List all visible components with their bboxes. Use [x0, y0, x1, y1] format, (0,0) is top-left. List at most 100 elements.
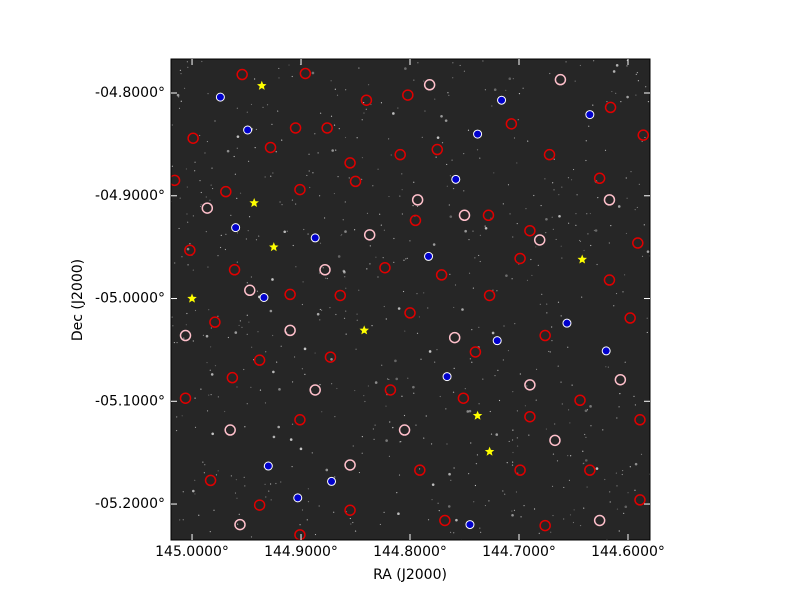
background-star: [476, 149, 479, 151]
background-star: [220, 234, 222, 237]
background-star: [474, 484, 477, 487]
background-star: [187, 66, 189, 68]
background-star: [517, 472, 519, 474]
dot-marker: [442, 372, 452, 382]
background-star: [560, 381, 562, 383]
background-star: [246, 111, 248, 113]
background-star: [236, 386, 238, 388]
circle-marker: [253, 499, 266, 511]
background-star: [370, 103, 372, 106]
circle-marker: [448, 331, 461, 344]
background-star: [333, 192, 335, 195]
background-star: [278, 77, 280, 79]
background-star: [446, 185, 448, 187]
background-star: [552, 514, 554, 517]
background-star: [175, 429, 178, 432]
background-star: [201, 60, 203, 63]
background-star: [449, 215, 453, 218]
background-star: [517, 119, 519, 121]
dot-marker: [215, 92, 225, 102]
background-star: [436, 136, 440, 139]
circle-marker: [228, 264, 241, 276]
background-star: [291, 466, 293, 468]
circle-marker: [204, 474, 217, 487]
background-star: [205, 334, 209, 338]
background-star: [250, 386, 252, 388]
background-star: [361, 436, 363, 438]
circle-marker: [637, 129, 649, 141]
background-star: [595, 467, 599, 470]
x-tick-label: 144.6000°: [591, 544, 665, 560]
background-star: [519, 373, 521, 375]
background-star: [586, 213, 588, 215]
background-star: [626, 197, 628, 199]
background-star: [385, 439, 388, 442]
background-star: [575, 213, 577, 215]
background-star: [571, 384, 573, 386]
background-star: [265, 351, 267, 353]
background-star: [262, 106, 264, 109]
background-star: [505, 89, 507, 91]
background-star: [324, 277, 327, 279]
background-star: [239, 320, 241, 322]
background-star: [645, 86, 647, 88]
background-star: [208, 394, 210, 396]
background-star: [401, 189, 403, 191]
background-star: [259, 389, 262, 391]
background-star: [434, 98, 436, 100]
background-star: [602, 429, 604, 431]
background-star: [634, 404, 636, 406]
background-star: [198, 514, 200, 516]
background-star: [217, 255, 219, 257]
background-star: [181, 415, 183, 417]
background-star: [225, 233, 227, 235]
background-star: [344, 230, 347, 233]
background-star: [509, 213, 511, 215]
dot-marker: [601, 346, 611, 356]
background-star: [275, 482, 277, 485]
background-star: [319, 195, 321, 197]
background-star: [286, 230, 288, 232]
background-star: [363, 112, 365, 114]
background-star: [238, 324, 240, 327]
background-star: [592, 104, 594, 106]
background-star: [572, 168, 575, 171]
background-star: [185, 168, 188, 170]
background-star: [272, 172, 274, 174]
background-star: [498, 399, 501, 402]
background-star: [270, 175, 272, 177]
background-star: [472, 230, 474, 232]
background-star: [341, 233, 343, 236]
background-star: [489, 410, 491, 413]
circle-marker: [624, 312, 636, 324]
background-star: [207, 93, 209, 95]
background-star: [182, 491, 184, 493]
background-star: [611, 90, 613, 93]
background-star: [219, 246, 222, 249]
background-star: [394, 359, 397, 363]
background-star: [609, 491, 611, 493]
background-star: [427, 519, 430, 521]
background-star: [291, 75, 293, 78]
background-star: [226, 149, 230, 153]
y-tick-label: -05.1000°: [95, 393, 165, 409]
circle-marker: [179, 329, 192, 342]
x-tick-label: 145.0000°: [155, 544, 229, 560]
background-star: [502, 490, 504, 492]
background-star: [445, 408, 447, 410]
background-star: [301, 368, 303, 370]
background-star: [512, 391, 514, 393]
background-star: [585, 436, 587, 438]
circle-marker: [524, 379, 536, 391]
background-star: [292, 244, 294, 247]
background-star: [425, 415, 427, 417]
background-star: [310, 390, 313, 392]
circle-marker: [226, 371, 239, 384]
circle-marker: [457, 392, 470, 404]
circle-marker: [379, 261, 391, 274]
background-star: [176, 341, 178, 344]
background-star: [624, 505, 628, 509]
background-star: [625, 232, 628, 235]
background-star: [244, 485, 246, 487]
background-star: [505, 274, 508, 277]
